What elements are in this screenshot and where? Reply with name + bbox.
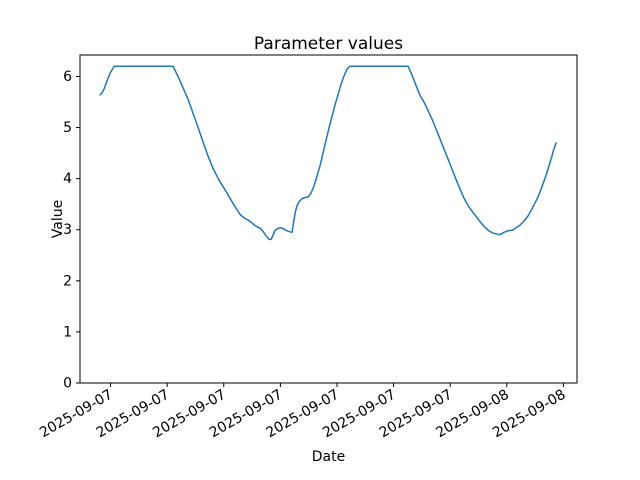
y-tick-label: 4 xyxy=(63,171,72,187)
x-axis-label: Date xyxy=(312,449,345,465)
y-tick-label: 0 xyxy=(63,376,72,392)
axes-frame xyxy=(79,54,578,384)
y-tick-label: 2 xyxy=(63,273,72,289)
y-tick-label: 3 xyxy=(63,222,72,238)
chart-title: Parameter values xyxy=(254,34,403,54)
plot-area: 01234562025-09-072025-09-072025-09-07202… xyxy=(37,54,578,441)
y-axis-label: Value xyxy=(50,200,66,238)
parameter-values-line xyxy=(99,65,557,241)
y-tick-label: 5 xyxy=(63,120,72,136)
y-tick-label: 6 xyxy=(63,69,72,85)
y-tick-label: 1 xyxy=(63,324,72,340)
